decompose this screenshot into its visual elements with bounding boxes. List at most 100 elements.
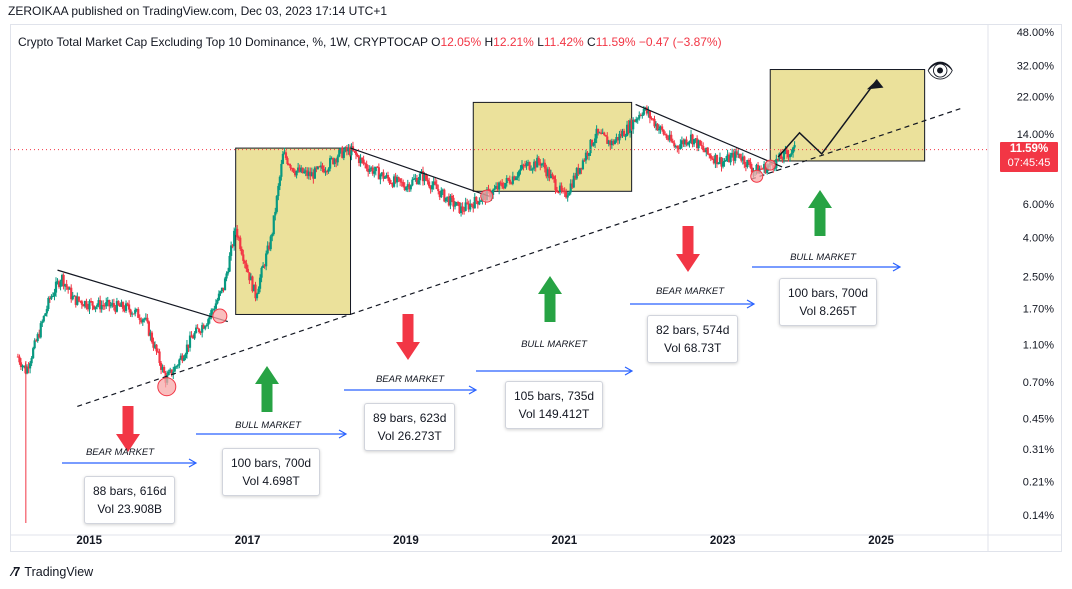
candle-body xyxy=(140,320,143,323)
candle-body xyxy=(421,171,425,182)
candle-body xyxy=(329,158,332,169)
candle-body xyxy=(446,196,449,198)
candle-body xyxy=(156,351,160,353)
candle-body xyxy=(586,152,589,156)
candle-body xyxy=(502,186,505,189)
candle-body xyxy=(696,138,699,149)
candle-body xyxy=(99,300,102,310)
candle-body xyxy=(196,327,199,329)
candle-body xyxy=(470,203,473,205)
candle-body xyxy=(540,163,543,166)
candle-body xyxy=(263,265,266,267)
candle-body xyxy=(230,245,233,256)
stat-bars: 100 bars, 700d xyxy=(788,286,869,300)
candle-body xyxy=(391,183,394,187)
stat-box-1: 88 bars, 616d Vol 23.908B xyxy=(84,476,176,524)
candle-body xyxy=(785,150,789,155)
candle-body xyxy=(312,172,315,179)
candle-body xyxy=(91,301,94,306)
candle-body xyxy=(589,139,592,154)
candle-body xyxy=(639,114,642,116)
candle-body xyxy=(219,291,222,294)
candle-body xyxy=(526,162,530,164)
candle-body xyxy=(764,164,767,173)
candle-body xyxy=(374,166,377,172)
stat-vol: Vol 23.908B xyxy=(97,502,163,516)
candle-body xyxy=(429,186,432,190)
candle-body xyxy=(365,164,368,169)
candle-body xyxy=(700,145,703,147)
candle-body xyxy=(714,154,717,164)
candle-body xyxy=(514,177,518,181)
candle-body xyxy=(400,181,403,183)
candle-body xyxy=(211,309,214,311)
candle-body xyxy=(74,295,77,305)
candle-body xyxy=(265,253,268,267)
candle-body xyxy=(427,181,431,187)
candle-body xyxy=(172,371,175,375)
candle-body xyxy=(399,178,402,182)
candle-body xyxy=(726,154,729,161)
candle-body xyxy=(562,190,565,192)
candle-body xyxy=(297,167,300,171)
projection-arrowhead xyxy=(866,79,884,90)
candle-body xyxy=(56,281,59,283)
bull-arrow-icon xyxy=(808,190,832,236)
stat-vol: Vol 8.265T xyxy=(799,304,857,318)
candle-body xyxy=(636,118,639,120)
candle-body xyxy=(339,147,342,150)
candle-body xyxy=(362,159,365,164)
candle-body xyxy=(721,161,725,167)
candle-body xyxy=(619,133,623,137)
candle-body xyxy=(686,142,690,145)
x-tick-label: 2015 xyxy=(76,535,102,547)
candle-body xyxy=(239,237,242,249)
candle-body xyxy=(411,179,414,186)
candle-body xyxy=(246,268,249,273)
candle-body xyxy=(408,184,411,190)
price-chart[interactable]: 48.00%32.00%22.00%14.00%9.50%6.00%4.00%2… xyxy=(10,24,1062,552)
candle-body xyxy=(670,134,673,142)
candle-body xyxy=(217,293,221,300)
candle-body xyxy=(615,137,618,141)
candle-body xyxy=(459,206,463,214)
candle-body xyxy=(650,118,653,120)
eye-icon[interactable]: 👁 xyxy=(926,58,954,83)
candle-body xyxy=(647,111,650,114)
candle-body xyxy=(106,300,109,303)
breakout-circle xyxy=(212,308,228,324)
candle-body xyxy=(648,111,652,119)
candle-body xyxy=(176,365,179,367)
candle-body xyxy=(70,287,73,300)
candle-body xyxy=(240,248,243,255)
candle-body xyxy=(597,128,600,133)
candle-body xyxy=(321,165,324,169)
candle-body xyxy=(458,202,461,214)
candle-body xyxy=(115,301,119,312)
y-tick-label: 4.00% xyxy=(1023,233,1054,245)
candle-body xyxy=(327,168,330,172)
candle-body xyxy=(501,182,504,187)
candle-body xyxy=(417,180,420,185)
candle-body xyxy=(542,162,545,164)
footer-brand[interactable]: TradingView xyxy=(24,564,94,579)
candle-body xyxy=(356,154,359,157)
candle-body xyxy=(380,172,383,175)
candle-body xyxy=(697,140,700,149)
candle-body xyxy=(100,304,103,310)
candle-body xyxy=(102,304,105,306)
candle-body xyxy=(659,126,662,129)
candle-body xyxy=(740,157,743,161)
candle-body xyxy=(32,348,35,359)
candle-body xyxy=(517,171,521,177)
candle-body xyxy=(94,306,97,310)
bear-arrow-icon xyxy=(676,226,700,272)
candle-body xyxy=(662,129,665,135)
candle-body xyxy=(749,161,752,168)
candle-body xyxy=(182,358,186,361)
tradingview-logo-icon[interactable]: ⁄7 xyxy=(12,564,20,579)
candle-body xyxy=(738,153,741,158)
candle-body xyxy=(364,163,367,165)
candle-body xyxy=(557,192,560,194)
range-arrow-head xyxy=(746,299,756,309)
